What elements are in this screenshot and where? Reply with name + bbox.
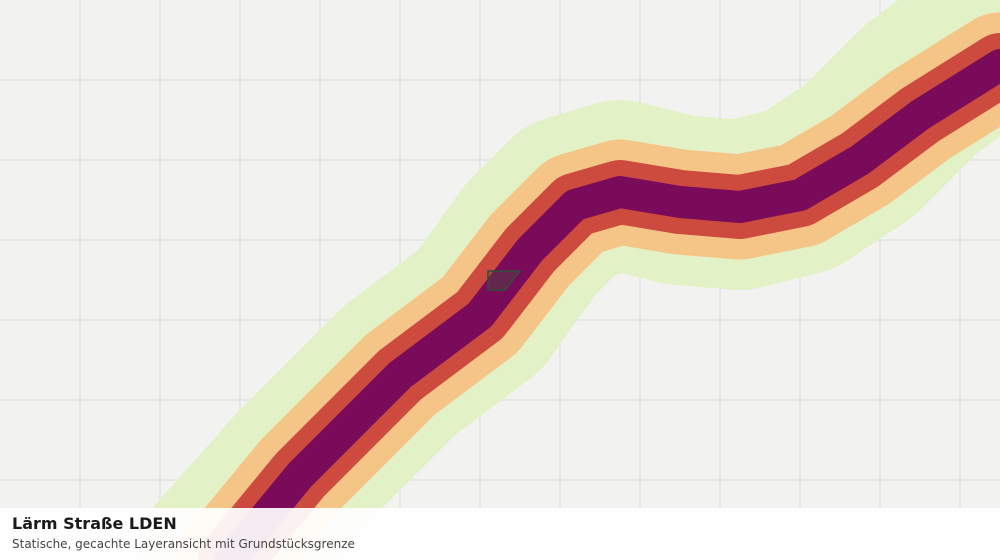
- layer-subtitle: Statische, gecachte Layeransicht mit Gru…: [12, 537, 355, 551]
- parcel-boundary: [487, 270, 522, 291]
- caption-panel: Lärm Straße LDEN Statische, gecachte Lay…: [0, 508, 1000, 560]
- noise-layer: [135, 0, 1000, 560]
- layer-title: Lärm Straße LDEN: [12, 514, 177, 533]
- noise-zone-very-high: [214, 49, 1000, 560]
